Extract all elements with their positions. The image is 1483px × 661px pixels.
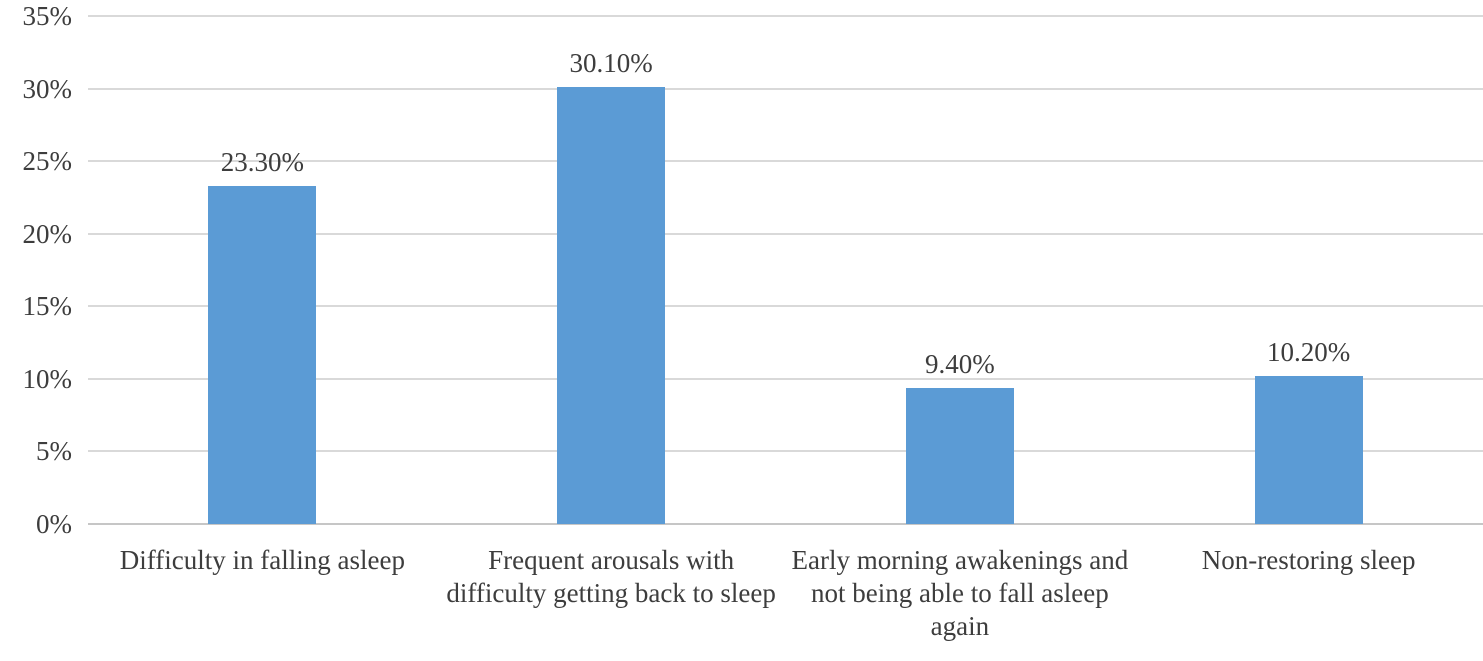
gridline-10 xyxy=(88,377,1483,380)
bar xyxy=(905,387,1014,524)
gridline-20 xyxy=(88,232,1483,235)
y-tick-label: 5% xyxy=(36,436,72,467)
y-tick-label: 30% xyxy=(22,73,73,104)
gridline-5 xyxy=(88,450,1483,453)
bar-value-label: 9.40% xyxy=(925,348,995,379)
y-tick-label: 20% xyxy=(22,218,73,249)
y-tick-label: 35% xyxy=(22,1,73,31)
category-label: Non-restoring sleep xyxy=(1201,545,1416,575)
y-tick-label: 0% xyxy=(36,509,72,539)
y-tick-label: 15% xyxy=(22,291,73,322)
category-label: Early morning awakenings and not being a… xyxy=(791,545,1129,641)
bar xyxy=(208,185,317,524)
bar-value-label: 30.10% xyxy=(569,48,653,79)
gridline-25 xyxy=(88,160,1483,163)
category-label: Frequent arousals with difficulty gettin… xyxy=(446,545,776,608)
x-axis-line xyxy=(88,523,1483,525)
bar-value-label: 10.20% xyxy=(1267,336,1351,367)
category-label: Difficulty in falling asleep xyxy=(119,545,405,575)
bar-value-label: 23.30% xyxy=(220,146,304,177)
y-tick-label: 25% xyxy=(22,146,73,177)
bar xyxy=(557,87,666,524)
gridline-30 xyxy=(88,87,1483,90)
gridline-35 xyxy=(88,15,1483,17)
y-tick-label: 10% xyxy=(22,363,73,394)
gridline-15 xyxy=(88,305,1483,308)
bar xyxy=(1254,375,1363,524)
